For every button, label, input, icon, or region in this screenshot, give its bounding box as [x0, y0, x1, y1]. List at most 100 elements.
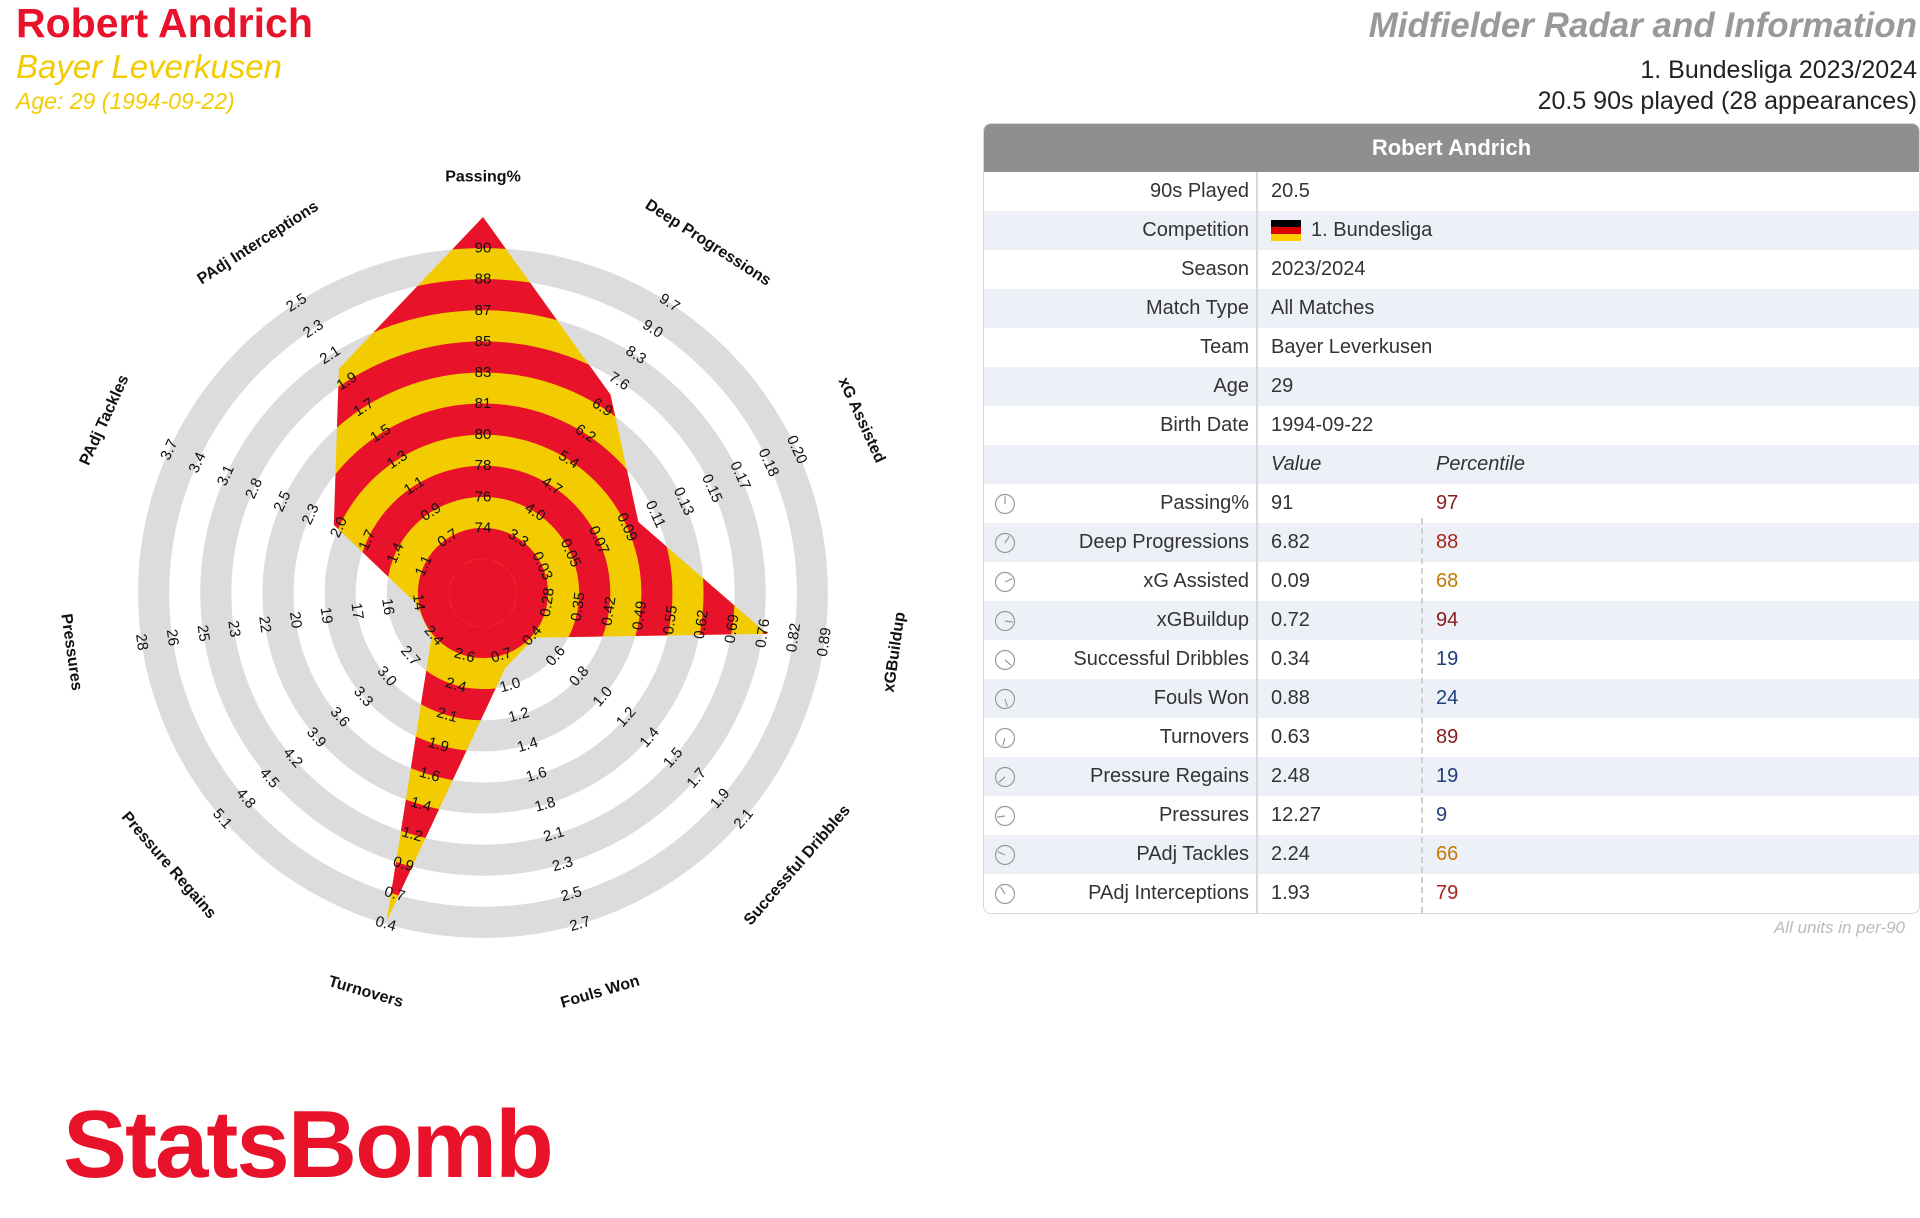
clock-gauge-icon	[994, 571, 1016, 593]
table-row: Age 29	[984, 367, 1919, 406]
metric-label: PAdj Tackles	[1136, 843, 1249, 865]
radar-tick-label: 2.1	[435, 704, 460, 726]
radar-metric-label: PAdj Tackles	[77, 372, 133, 468]
row-value: 1994-09-22	[1271, 414, 1374, 436]
radar-tick-label: 0.55	[660, 604, 681, 635]
table-row: xG Assisted 0.09 68	[984, 562, 1919, 601]
table-row: PAdj Tackles 2.24 66	[984, 835, 1919, 874]
column-divider	[1256, 172, 1258, 913]
metric-value: 0.09	[1271, 570, 1310, 592]
radar-metric-label: xG Assisted	[835, 375, 889, 466]
radar-fill-band	[417, 527, 549, 659]
metric-label: Pressure Regains	[1090, 765, 1249, 787]
row-label: Birth Date	[1160, 414, 1249, 436]
radar-tick-label: 20	[286, 610, 305, 629]
radar-tick-label: 1.4	[408, 794, 433, 816]
row-value: Bayer Leverkusen	[1271, 336, 1433, 358]
metric-value: 0.72	[1271, 609, 1310, 631]
radar-tick-label: 0.7	[489, 644, 514, 666]
metric-value: 1.93	[1271, 882, 1310, 904]
radar-metric-label: Successful Dribbles	[741, 802, 854, 929]
radar-metric-label: Pressures	[57, 613, 85, 692]
metric-value: 91	[1271, 492, 1294, 514]
table-body: 90s Played 20.5 Competition 1. Bundesliga Se…	[984, 172, 1919, 913]
row-value: 2023/2024	[1271, 258, 1366, 280]
metric-value: 12.27	[1271, 804, 1322, 826]
radar-tick-label: 1.9	[426, 734, 451, 756]
radar-tick-label: 23	[224, 619, 243, 638]
radar-tick-label: 1.0	[498, 674, 523, 696]
report-title: Midfielder Radar and Information	[1368, 6, 1917, 45]
radar-tick-label: 17	[347, 602, 366, 621]
germany-flag-icon	[1271, 219, 1301, 242]
metric-percentile: 79	[1436, 882, 1459, 904]
percentile-column-header: Percentile	[1436, 453, 1525, 475]
clock-gauge-icon	[994, 649, 1016, 671]
radar-tick-label: 81	[475, 395, 492, 412]
radar-metric-label: Deep Progressions	[642, 196, 774, 289]
metric-value: 0.34	[1271, 648, 1310, 670]
radar-tick-label: 16	[378, 597, 397, 616]
radar-tick-label: 1.2	[506, 704, 531, 726]
radar-tick-label: 2.5	[559, 883, 584, 905]
table-row: Value Percentile	[984, 445, 1919, 484]
radar-tick-label: 0.89	[814, 626, 835, 657]
metric-percentile: 19	[1436, 765, 1459, 787]
radar-tick-label: 1.2	[400, 823, 425, 845]
clock-gauge-icon	[994, 727, 1016, 749]
metric-label: PAdj Interceptions	[1088, 882, 1249, 904]
radar-tick-label: 0.9	[391, 853, 416, 875]
clock-gauge-icon	[994, 532, 1016, 554]
row-label: Season	[1181, 258, 1249, 280]
radar-tick-label: 88	[475, 271, 492, 288]
metric-value: 2.24	[1271, 843, 1310, 865]
metric-percentile: 9	[1436, 804, 1448, 826]
metric-percentile: 19	[1436, 648, 1459, 670]
table-row: Pressure Regains 2.48 19	[984, 757, 1919, 796]
radar-tick-label: 78	[475, 457, 492, 474]
table-row: PAdj Interceptions 1.93 79	[984, 874, 1919, 913]
table-row: Successful Dribbles 0.34 19	[984, 640, 1919, 679]
radar-tick-label: 90	[475, 240, 492, 257]
row-label: Team	[1200, 336, 1249, 358]
clock-gauge-icon	[994, 688, 1016, 710]
metric-label: xGBuildup	[1156, 609, 1249, 631]
minutes-played: 20.5 90s played (28 appearances)	[1537, 87, 1917, 115]
radar-metric-label: xGBuildup	[881, 611, 909, 694]
radar-tick-label: 14	[409, 593, 428, 612]
statsbomb-logo: StatsBomb	[63, 1091, 554, 1198]
radar-tick-label: 0.7	[382, 883, 407, 905]
row-value: 1. Bundesliga	[1271, 211, 1432, 250]
metric-label: Successful Dribbles	[1073, 648, 1249, 670]
radar-tick-label: 25	[194, 624, 213, 643]
metric-label: Fouls Won	[1153, 687, 1249, 709]
clock-gauge-icon	[994, 610, 1016, 632]
metric-value: 0.63	[1271, 726, 1310, 748]
radar-tick-label: 1.6	[524, 764, 549, 786]
table-row: Pressures 12.27 9	[984, 796, 1919, 835]
table-row: Turnovers 0.63 89	[984, 718, 1919, 757]
row-value: All Matches	[1271, 297, 1375, 319]
radar-tick-label: 1.4	[515, 734, 540, 756]
clock-gauge-icon	[994, 844, 1016, 866]
radar-tick-label: 0.35	[568, 591, 589, 622]
metric-percentile: 68	[1436, 570, 1459, 592]
clock-gauge-icon	[994, 493, 1016, 515]
table-title: Robert Andrich	[984, 124, 1919, 172]
radar-tick-label: 2.3	[550, 853, 575, 875]
table-row: Competition 1. Bundesliga	[984, 211, 1919, 250]
radar-tick-label: 2.6	[452, 644, 477, 666]
row-label: 90s Played	[1150, 180, 1249, 202]
radar-tick-label: 28	[132, 633, 151, 652]
metric-percentile: 24	[1436, 687, 1459, 709]
table-row: Match Type All Matches	[984, 289, 1919, 328]
row-value: 29	[1271, 375, 1294, 397]
radar-chart: 747678808183858788903.34.04.75.46.26.97.…	[57, 169, 909, 1012]
radar-tick-label: 2.7	[568, 913, 593, 935]
table-row: Deep Progressions 6.82 88	[984, 523, 1919, 562]
table-row: xGBuildup 0.72 94	[984, 601, 1919, 640]
metric-value: 6.82	[1271, 531, 1310, 553]
radar-tick-label: 87	[475, 302, 492, 319]
table-row: Team Bayer Leverkusen	[984, 328, 1919, 367]
radar-tick-label: 0.42	[598, 595, 619, 626]
